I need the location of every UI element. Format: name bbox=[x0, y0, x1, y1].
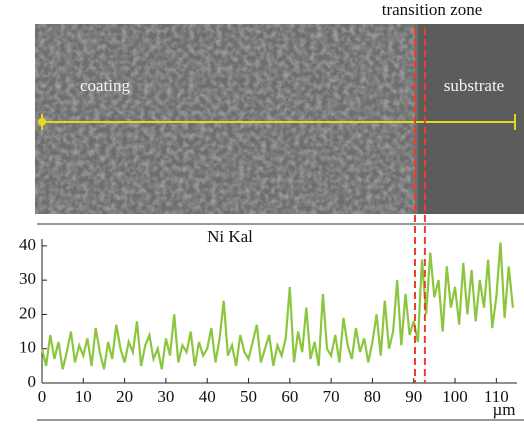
x-tick-label: 10 bbox=[75, 387, 92, 406]
y-tick-label: 10 bbox=[19, 338, 36, 357]
x-tick-label: 50 bbox=[240, 387, 257, 406]
y-tick-label: 0 bbox=[28, 372, 37, 391]
data-line bbox=[40, 242, 514, 370]
x-tick-label: 100 bbox=[442, 387, 468, 406]
y-tick-label: 20 bbox=[19, 303, 36, 322]
x-tick-label: 0 bbox=[38, 387, 47, 406]
substrate-region bbox=[418, 24, 524, 214]
x-tick-label: 60 bbox=[281, 387, 298, 406]
coating-label: coating bbox=[80, 76, 131, 95]
x-tick-label: 90 bbox=[405, 387, 422, 406]
y-tick-label: 30 bbox=[19, 269, 36, 288]
coating-texture bbox=[35, 24, 415, 214]
x-tick-label: 110 bbox=[484, 387, 509, 406]
scan-start bbox=[38, 118, 46, 126]
x-tick-label: 20 bbox=[116, 387, 133, 406]
chart-title: Ni Kal bbox=[207, 227, 253, 246]
y-tick-label: 40 bbox=[19, 235, 36, 254]
zone-label: transition zone bbox=[382, 0, 483, 19]
x-tick-label: 30 bbox=[157, 387, 174, 406]
substrate-label: substrate bbox=[444, 76, 504, 95]
x-tick-label: 80 bbox=[364, 387, 381, 406]
x-axis-label: µm bbox=[492, 400, 515, 419]
x-tick-label: 70 bbox=[323, 387, 340, 406]
x-tick-label: 40 bbox=[199, 387, 216, 406]
